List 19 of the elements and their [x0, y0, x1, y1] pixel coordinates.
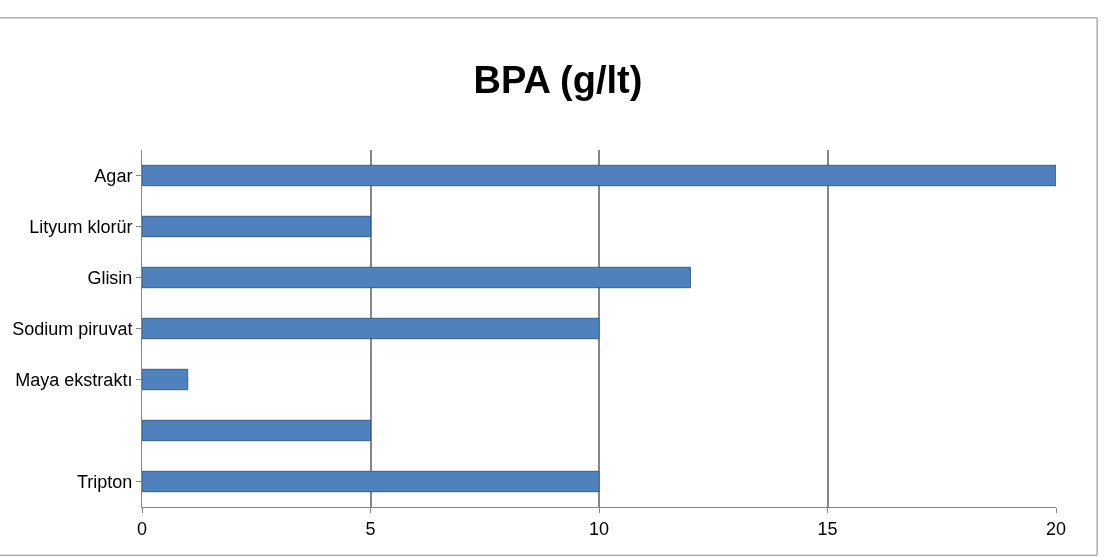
x-tick-label: 0 [136, 518, 148, 539]
chart-title: BPA (g/lt) [473, 59, 643, 102]
y-tick-label: Sodium piruvat [12, 318, 133, 339]
bar [142, 470, 600, 493]
x-tick-label: 15 [817, 518, 838, 539]
bar [142, 266, 691, 289]
x-tick-label: 20 [1045, 518, 1067, 539]
y-tick-label: Tripton [77, 471, 133, 492]
bar [142, 164, 1056, 187]
bar [142, 419, 371, 442]
y-tick-label: Maya ekstraktı [15, 369, 133, 390]
y-tick-label: Lityum klorür [29, 216, 133, 237]
bar [142, 215, 371, 238]
bar [142, 317, 600, 340]
y-tick-label: Glisin [87, 267, 133, 288]
y-tick-label: Agar [94, 165, 133, 186]
x-tick-label: 5 [365, 518, 376, 539]
bar [142, 368, 189, 391]
x-tick-label: 10 [588, 518, 610, 539]
